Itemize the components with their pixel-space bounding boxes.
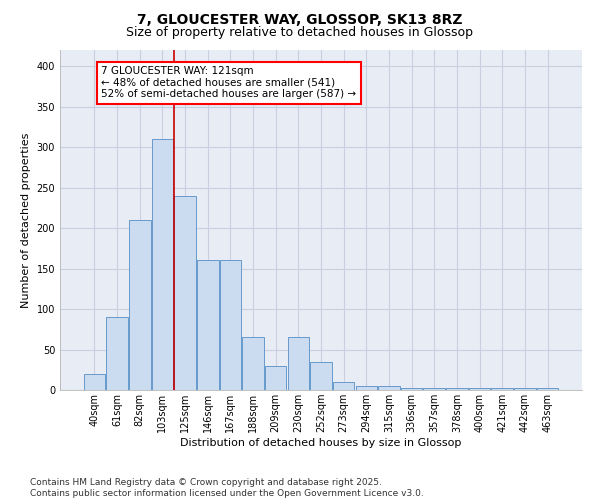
Bar <box>242 338 264 390</box>
Bar <box>401 388 422 390</box>
Bar <box>333 382 355 390</box>
Bar <box>356 386 377 390</box>
X-axis label: Distribution of detached houses by size in Glossop: Distribution of detached houses by size … <box>181 438 461 448</box>
Bar <box>287 338 309 390</box>
Bar <box>175 196 196 390</box>
Bar <box>491 388 513 390</box>
Text: Size of property relative to detached houses in Glossop: Size of property relative to detached ho… <box>127 26 473 39</box>
Bar <box>446 388 467 390</box>
Bar <box>197 260 218 390</box>
Bar <box>265 366 286 390</box>
Bar <box>378 386 400 390</box>
Bar <box>537 388 558 390</box>
Bar <box>129 220 151 390</box>
Bar <box>84 374 105 390</box>
Bar <box>310 362 332 390</box>
Text: 7, GLOUCESTER WAY, GLOSSOP, SK13 8RZ: 7, GLOUCESTER WAY, GLOSSOP, SK13 8RZ <box>137 12 463 26</box>
Bar <box>424 388 445 390</box>
Text: 7 GLOUCESTER WAY: 121sqm
← 48% of detached houses are smaller (541)
52% of semi-: 7 GLOUCESTER WAY: 121sqm ← 48% of detach… <box>101 66 356 100</box>
Text: Contains HM Land Registry data © Crown copyright and database right 2025.
Contai: Contains HM Land Registry data © Crown c… <box>30 478 424 498</box>
Bar <box>469 388 490 390</box>
Bar <box>220 260 241 390</box>
Bar <box>152 139 173 390</box>
Bar <box>514 388 536 390</box>
Bar <box>106 317 128 390</box>
Y-axis label: Number of detached properties: Number of detached properties <box>21 132 31 308</box>
